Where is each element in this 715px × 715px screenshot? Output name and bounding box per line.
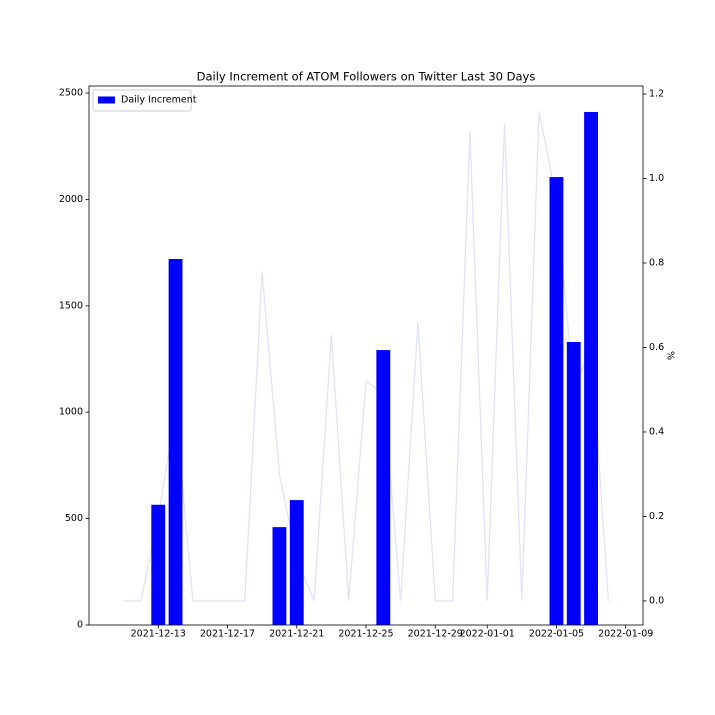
- legend-label: Daily Increment: [121, 95, 197, 106]
- x-tick-label: 2022-01-05: [529, 629, 584, 640]
- x-tick-label: 2021-12-21: [269, 629, 324, 640]
- legend-box: [92, 89, 192, 112]
- y2-tick-label: 0.6: [649, 342, 664, 353]
- x-tick-label: 2022-01-09: [598, 629, 653, 640]
- bar: [566, 341, 581, 625]
- bar: [584, 111, 598, 626]
- bar: [168, 258, 183, 625]
- y-tick-label: 0: [77, 620, 83, 631]
- x-tick-label: 2021-12-17: [200, 629, 255, 640]
- x-tick-label: 2021-12-25: [338, 629, 393, 640]
- x-tick-label: 2021-12-29: [408, 629, 463, 640]
- bar: [289, 500, 304, 625]
- bar: [151, 504, 166, 625]
- y2-tick-label: 0.2: [649, 511, 664, 522]
- legend-swatch: [98, 96, 115, 104]
- y2-tick-label: 0.0: [649, 595, 664, 606]
- y-tick-label: 1000: [59, 407, 83, 418]
- y-tick-label: 500: [65, 513, 83, 524]
- y2-axis-label: %: [665, 351, 676, 360]
- bar: [549, 177, 564, 625]
- chart-title: Daily Increment of ATOM Followers on Twi…: [197, 70, 536, 84]
- line: [123, 110, 610, 602]
- y2-tick-label: 1.0: [649, 173, 664, 184]
- y2-tick-label: 0.4: [649, 426, 664, 437]
- x-tick-label: 2022-01-01: [460, 629, 515, 640]
- y-tick-label: 2500: [59, 88, 83, 99]
- y-tick-label: 2000: [59, 194, 83, 205]
- bar: [272, 527, 287, 625]
- y2-tick-label: 0.8: [649, 257, 664, 268]
- x-tick-label: 2021-12-13: [131, 629, 186, 640]
- y2-tick-label: 1.2: [649, 89, 664, 100]
- y-tick-label: 1500: [59, 300, 83, 311]
- bar: [376, 350, 391, 625]
